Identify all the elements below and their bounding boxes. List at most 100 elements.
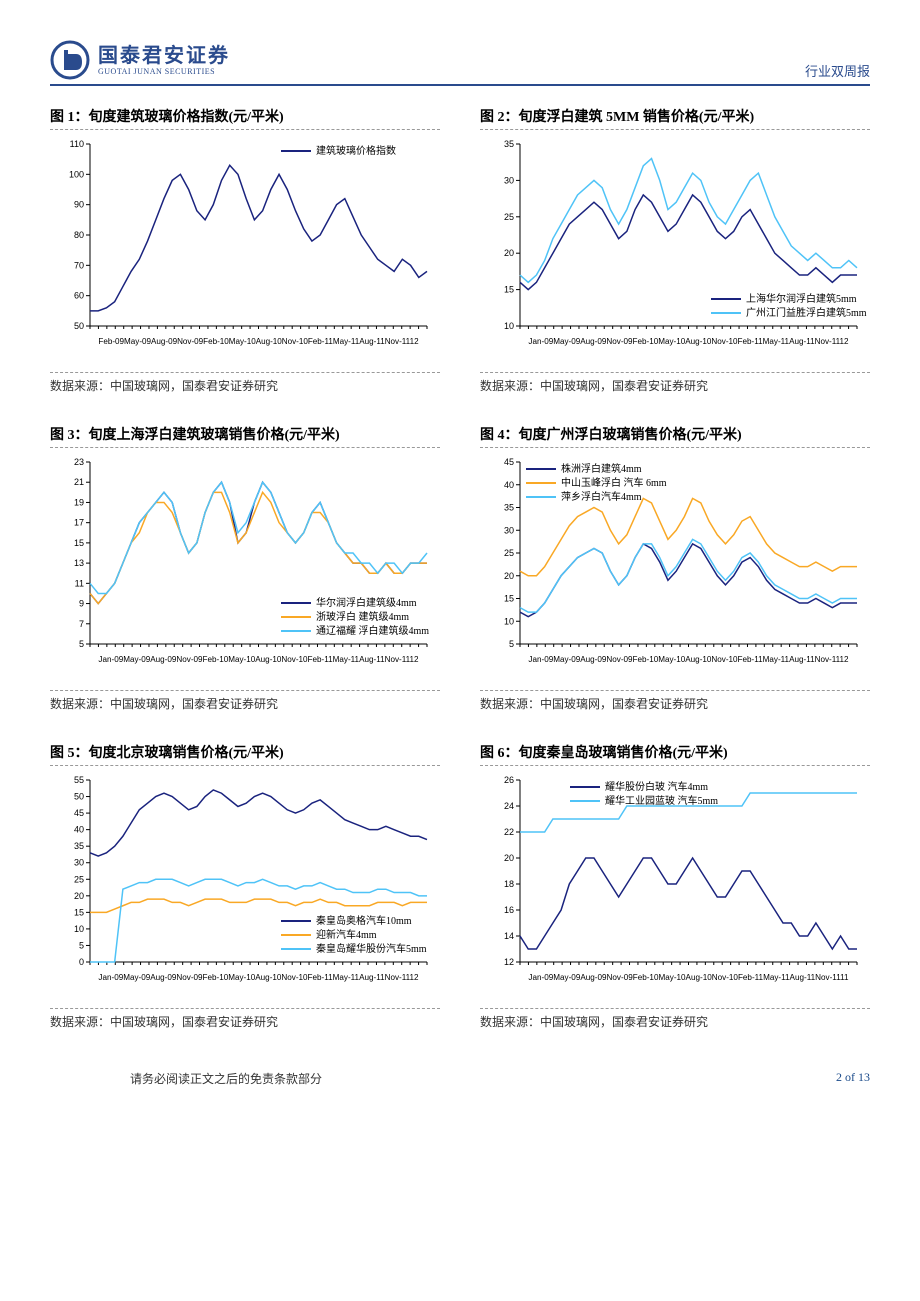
svg-text:80: 80 (74, 230, 84, 240)
svg-text:秦皇岛耀华股份汽车5mm: 秦皇岛耀华股份汽车5mm (316, 942, 427, 955)
svg-text:55: 55 (74, 775, 84, 785)
svg-text:萍乡浮白汽车4mm: 萍乡浮白汽车4mm (561, 490, 642, 503)
svg-text:秦皇岛奥格汽车10mm: 秦皇岛奥格汽车10mm (316, 914, 412, 927)
report-type: 行业双周报 (805, 61, 870, 80)
logo: 国泰君安证券 GUOTAI JUNAN SECURITIES (50, 40, 230, 80)
svg-text:21: 21 (74, 477, 84, 487)
svg-text:Jan-09May-09Aug-09Nov-09Feb-10: Jan-09May-09Aug-09Nov-09Feb-10May-10Aug-… (528, 973, 849, 982)
svg-text:23: 23 (74, 457, 84, 467)
svg-text:15: 15 (74, 538, 84, 548)
svg-text:70: 70 (74, 260, 84, 270)
svg-text:迎新汽车4mm: 迎新汽车4mm (316, 928, 377, 941)
chart-2: 图 2：旬度浮白建筑 5MM 销售价格(元/平米) 10 15 20 25 30 35 Jan… (480, 106, 870, 394)
svg-text:广州江门益胜浮白建筑5mm: 广州江门益胜浮白建筑5mm (746, 306, 867, 319)
chart-source: 数据来源：中国玻璃网，国泰君安证券研究 (50, 1008, 440, 1030)
svg-text:耀华股份白玻 汽车4mm: 耀华股份白玻 汽车4mm (605, 780, 708, 793)
svg-text:30: 30 (504, 175, 514, 185)
svg-text:25: 25 (74, 874, 84, 884)
svg-text:45: 45 (74, 808, 84, 818)
svg-text:Jan-09May-09Aug-09Nov-09Feb-10: Jan-09May-09Aug-09Nov-09Feb-10May-10Aug-… (98, 655, 419, 664)
svg-text:10: 10 (504, 321, 514, 331)
svg-text:35: 35 (504, 139, 514, 149)
svg-text:20: 20 (504, 853, 514, 863)
chart-canvas: 57911131517192123Jan-09May-09Aug-09Nov-0… (50, 454, 440, 684)
svg-text:90: 90 (74, 200, 84, 210)
svg-text:12: 12 (504, 957, 514, 967)
chart-source: 数据来源：中国玻璃网，国泰君安证券研究 (480, 1008, 870, 1030)
svg-text:45: 45 (504, 457, 514, 467)
svg-text:60: 60 (74, 291, 84, 301)
svg-text:株洲浮白建筑4mm: 株洲浮白建筑4mm (561, 462, 642, 475)
charts-grid: 图 1：旬度建筑玻璃价格指数(元/平米)5060708090100110Feb-… (50, 106, 870, 1030)
company-name-en: GUOTAI JUNAN SECURITIES (98, 67, 230, 76)
footer-disclaimer: 请务必阅读正文之后的免责条款部分 (50, 1070, 322, 1087)
chart-title: 图 2：旬度浮白建筑 5MM 销售价格(元/平米) (480, 106, 870, 130)
svg-text:5: 5 (79, 940, 84, 950)
svg-text:17: 17 (74, 518, 84, 528)
svg-text:Jan-09May-09Aug-09Nov-09Feb-10: Jan-09May-09Aug-09Nov-09Feb-10May-10Aug-… (98, 973, 419, 982)
svg-text:30: 30 (504, 525, 514, 535)
page-header: 国泰君安证券 GUOTAI JUNAN SECURITIES 行业双周报 (50, 40, 870, 86)
chart-4: 图 4：旬度广州浮白玻璃销售价格(元/平米)51015202530354045J… (480, 424, 870, 712)
company-logo-icon (50, 40, 90, 80)
svg-text:Jan-09May-09Aug-09Nov-09Feb-10: Jan-09May-09Aug-09Nov-09Feb-10May-10Aug-… (528, 655, 849, 664)
svg-text:7: 7 (79, 619, 84, 629)
svg-text:13: 13 (74, 558, 84, 568)
chart-canvas: 51015202530354045Jan-09May-09Aug-09Nov-0… (480, 454, 870, 684)
svg-text:10: 10 (504, 616, 514, 626)
svg-text:110: 110 (70, 139, 84, 149)
svg-text:9: 9 (79, 599, 84, 609)
svg-text:Feb-09May-09Aug-09Nov-09Feb-10: Feb-09May-09Aug-09Nov-09Feb-10May-10Aug-… (98, 337, 419, 346)
svg-text:20: 20 (74, 891, 84, 901)
chart-title: 图 6：旬度秦皇岛玻璃销售价格(元/平米) (480, 742, 870, 766)
company-name-cn: 国泰君安证券 (98, 45, 230, 67)
chart-title: 图 4：旬度广州浮白玻璃销售价格(元/平米) (480, 424, 870, 448)
chart-title: 图 5：旬度北京玻璃销售价格(元/平米) (50, 742, 440, 766)
svg-text:18: 18 (504, 879, 514, 889)
chart-canvas: 0 5 10 15 20 25 30 35 40 45 50 55 Jan-09May-09Aug-09… (50, 772, 440, 1002)
chart-canvas: 1214161820222426Jan-09May-09Aug-09Nov-09… (480, 772, 870, 1002)
chart-6: 图 6：旬度秦皇岛玻璃销售价格(元/平米)1214161820222426Jan… (480, 742, 870, 1030)
svg-text:25: 25 (504, 548, 514, 558)
svg-text:14: 14 (504, 931, 514, 941)
svg-text:5: 5 (509, 639, 514, 649)
svg-text:通辽福耀 浮白建筑级4mm: 通辽福耀 浮白建筑级4mm (316, 624, 429, 637)
svg-text:11: 11 (75, 578, 84, 588)
svg-text:35: 35 (74, 841, 84, 851)
chart-title: 图 3：旬度上海浮白建筑玻璃销售价格(元/平米) (50, 424, 440, 448)
chart-source: 数据来源：中国玻璃网，国泰君安证券研究 (480, 372, 870, 394)
svg-text:华尔润浮白建筑级4mm: 华尔润浮白建筑级4mm (316, 596, 417, 609)
svg-text:0: 0 (79, 957, 84, 967)
chart-source: 数据来源：中国玻璃网，国泰君安证券研究 (480, 690, 870, 712)
svg-text:22: 22 (504, 827, 514, 837)
svg-text:中山玉峰浮白 汽车 6mm: 中山玉峰浮白 汽车 6mm (561, 476, 667, 489)
svg-text:19: 19 (74, 497, 84, 507)
svg-text:30: 30 (74, 858, 84, 868)
page-footer: 请务必阅读正文之后的免责条款部分 2 of 13 (50, 1070, 870, 1087)
svg-text:35: 35 (504, 503, 514, 513)
svg-text:100: 100 (69, 169, 84, 179)
svg-text:50: 50 (74, 792, 84, 802)
svg-text:Jan-09May-09Aug-09Nov-09Feb-10: Jan-09May-09Aug-09Nov-09Feb-10May-10Aug-… (528, 337, 849, 346)
svg-text:耀华工业园蓝玻 汽车5mm: 耀华工业园蓝玻 汽车5mm (605, 794, 718, 807)
chart-canvas: 10 15 20 25 30 35 Jan-09May-09Aug-09Nov-09Feb-… (480, 136, 870, 366)
chart-source: 数据来源：中国玻璃网，国泰君安证券研究 (50, 372, 440, 394)
svg-text:浙玻浮白 建筑级4mm: 浙玻浮白 建筑级4mm (316, 610, 409, 623)
svg-text:40: 40 (504, 480, 514, 490)
svg-text:40: 40 (74, 825, 84, 835)
page-number: 2 of 13 (836, 1070, 870, 1087)
svg-text:15: 15 (504, 285, 514, 295)
svg-text:25: 25 (504, 212, 514, 222)
svg-text:10: 10 (74, 924, 84, 934)
svg-text:建筑玻璃价格指数: 建筑玻璃价格指数 (316, 144, 396, 157)
chart-source: 数据来源：中国玻璃网，国泰君安证券研究 (50, 690, 440, 712)
svg-text:16: 16 (504, 905, 514, 915)
svg-text:15: 15 (504, 594, 514, 604)
svg-text:50: 50 (74, 321, 84, 331)
svg-text:20: 20 (504, 248, 514, 258)
svg-text:上海华尔润浮白建筑5mm: 上海华尔润浮白建筑5mm (746, 292, 857, 305)
chart-3: 图 3：旬度上海浮白建筑玻璃销售价格(元/平米)5791113151719212… (50, 424, 440, 712)
chart-title: 图 1：旬度建筑玻璃价格指数(元/平米) (50, 106, 440, 130)
svg-text:15: 15 (74, 907, 84, 917)
svg-text:24: 24 (504, 801, 514, 811)
